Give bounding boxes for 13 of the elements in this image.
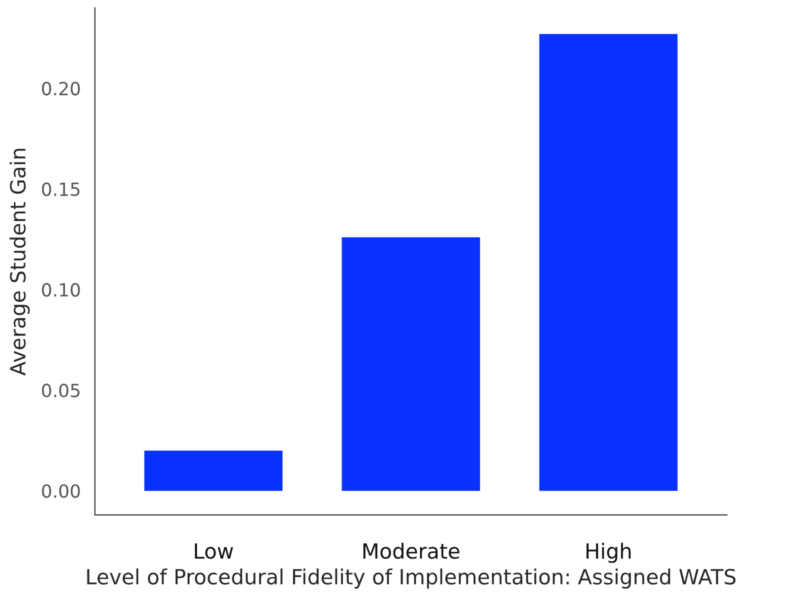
y-tick-label: 0.20 [42, 82, 80, 96]
x-axis-title: Level of Procedural Fidelity of Implementation: Assigned WATS [87, 568, 736, 589]
y-tick-label: 0.00 [42, 484, 80, 498]
y-tick-label: 0.10 [42, 283, 80, 297]
x-tick-label: High [586, 542, 631, 563]
x-tick-label: Low [194, 543, 234, 559]
y-axis-title: Average Student Gain [10, 148, 30, 376]
y-tick-label: 0.15 [42, 182, 80, 196]
x-tick-label: Moderate [363, 542, 460, 559]
bar [539, 34, 678, 491]
bar [342, 237, 480, 491]
bar [144, 450, 283, 491]
y-tick-label: 0.05 [42, 384, 80, 398]
